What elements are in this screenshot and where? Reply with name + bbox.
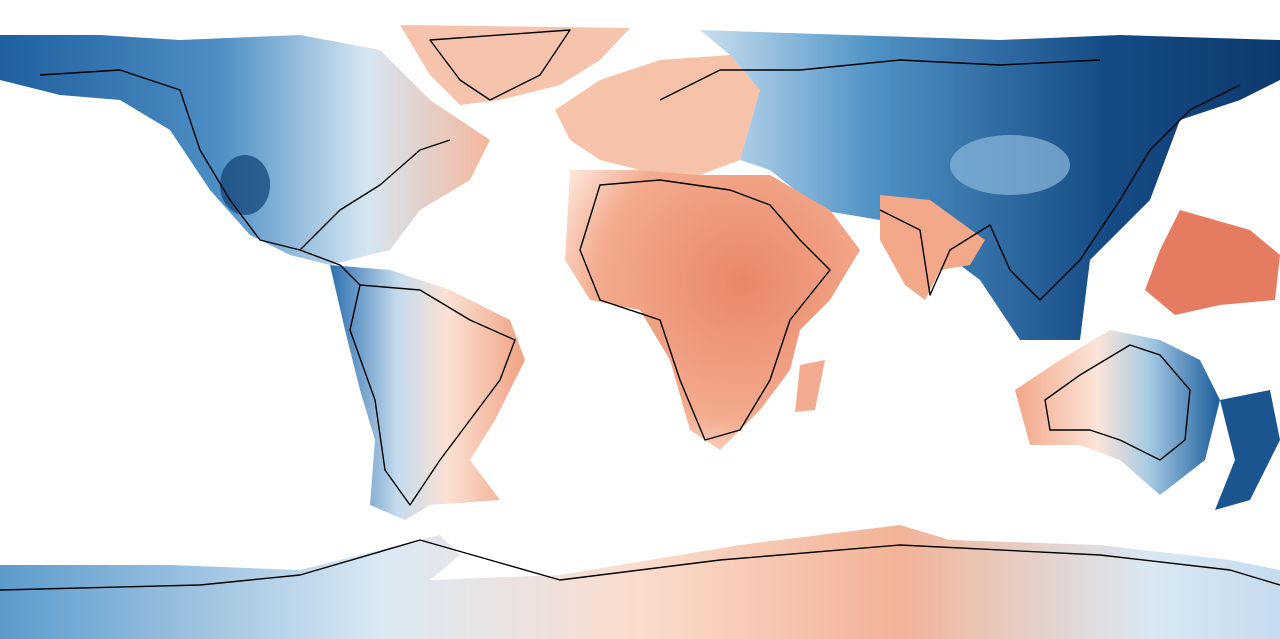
coastline xyxy=(349,284,516,506)
coastline xyxy=(299,139,451,251)
europe-field xyxy=(555,55,760,175)
coastline xyxy=(0,539,1280,591)
coastline xyxy=(39,69,361,286)
greenland-field xyxy=(400,25,630,105)
india-field xyxy=(880,195,985,300)
north-america-core xyxy=(220,155,270,215)
australia-field xyxy=(1015,330,1220,495)
antarctica-field xyxy=(0,525,1280,639)
pacific-field xyxy=(1145,210,1280,315)
coastline xyxy=(1044,344,1191,461)
south-america-field xyxy=(330,265,525,520)
asia-core xyxy=(950,135,1070,195)
coastline xyxy=(879,84,1241,301)
coastline xyxy=(429,29,571,101)
madagascar-field xyxy=(795,360,825,412)
africa-field xyxy=(565,170,860,450)
coastline xyxy=(579,179,831,441)
coastline xyxy=(659,59,1101,101)
new-zealand-field xyxy=(1215,390,1280,510)
north-america-field xyxy=(0,35,490,265)
